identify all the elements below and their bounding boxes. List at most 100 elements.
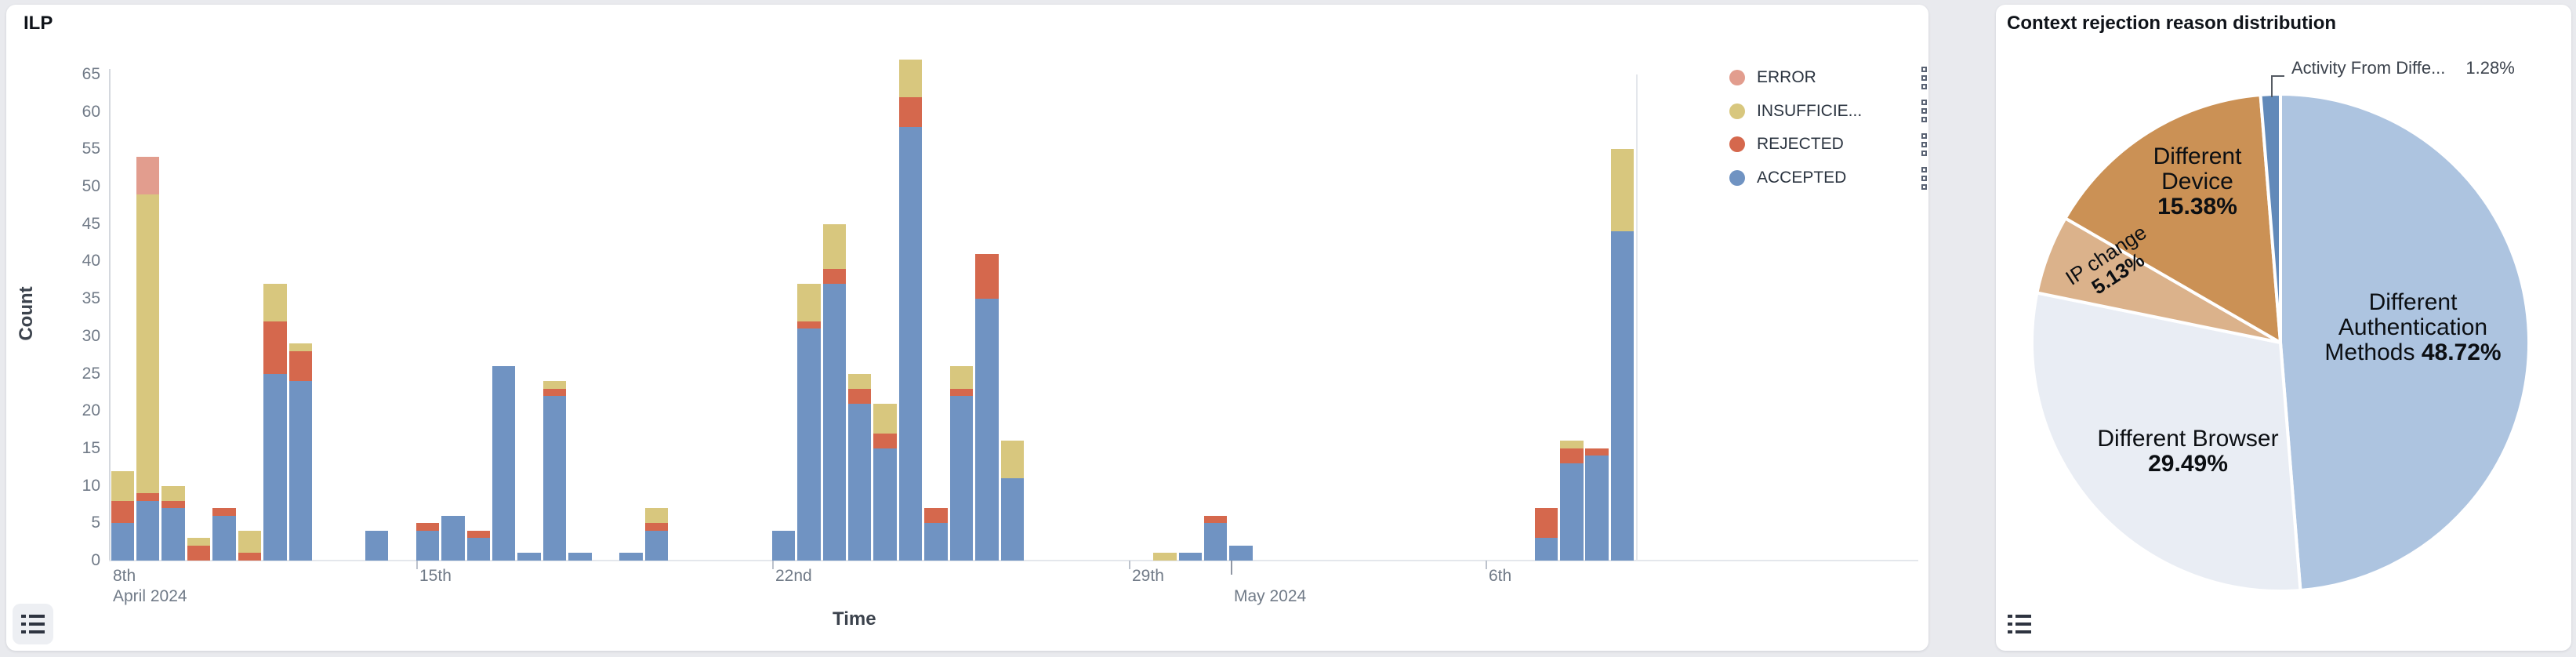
bar-segment-accepted[interactable] bbox=[111, 523, 134, 561]
bar-segment-accepted[interactable] bbox=[492, 366, 516, 561]
bar-segment-accepted[interactable] bbox=[1000, 478, 1025, 561]
bar-segment-rejected[interactable] bbox=[644, 523, 669, 531]
legend-item-insufficie[interactable]: INSUFFICIE... bbox=[1729, 96, 1927, 127]
bar-segment-accepted[interactable] bbox=[1610, 231, 1634, 561]
stacked-bar[interactable] bbox=[263, 284, 287, 561]
bar-segment-accepted[interactable] bbox=[517, 553, 541, 561]
pie-slice-different-authentication-methods[interactable] bbox=[2279, 93, 2531, 592]
bar-segment-insufficie[interactable] bbox=[288, 343, 312, 351]
stacked-bar[interactable] bbox=[1203, 515, 1228, 561]
bar-segment-insufficie[interactable] bbox=[873, 403, 897, 434]
bar-segment-rejected[interactable] bbox=[822, 269, 847, 285]
stacked-bar[interactable] bbox=[771, 530, 796, 561]
stacked-bar[interactable] bbox=[1229, 545, 1253, 561]
bar-segment-rejected[interactable] bbox=[1560, 448, 1584, 463]
bar-segment-error[interactable] bbox=[136, 156, 160, 194]
bar-segment-insufficie[interactable] bbox=[1560, 441, 1584, 448]
legend-item-rejected[interactable]: REJECTED bbox=[1729, 129, 1927, 160]
bar-segment-accepted[interactable] bbox=[949, 396, 974, 561]
bar-segment-accepted[interactable] bbox=[873, 448, 897, 561]
legend-item-menu-icon[interactable] bbox=[1921, 66, 1927, 89]
bar-segment-rejected[interactable] bbox=[238, 553, 262, 561]
bar-segment-accepted[interactable] bbox=[136, 500, 160, 561]
bar-segment-accepted[interactable] bbox=[1178, 553, 1203, 561]
stacked-bar[interactable] bbox=[1585, 448, 1609, 561]
bar-segment-insufficie[interactable] bbox=[187, 538, 211, 546]
stacked-bar[interactable] bbox=[1000, 441, 1025, 561]
stacked-bar[interactable] bbox=[1610, 149, 1634, 561]
stacked-bar[interactable] bbox=[288, 343, 312, 561]
stacked-bar[interactable] bbox=[568, 553, 592, 561]
legend-item-menu-icon[interactable] bbox=[1921, 100, 1927, 123]
bar-segment-insufficie[interactable] bbox=[111, 470, 134, 501]
bar-segment-accepted[interactable] bbox=[161, 508, 185, 561]
bar-segment-accepted[interactable] bbox=[568, 553, 592, 561]
bar-segment-accepted[interactable] bbox=[771, 530, 796, 561]
bar-segment-rejected[interactable] bbox=[136, 493, 160, 501]
stacked-bar[interactable] bbox=[898, 59, 923, 561]
stacked-bar[interactable] bbox=[1178, 553, 1203, 561]
bar-segment-accepted[interactable] bbox=[1534, 538, 1558, 561]
stacked-bar[interactable] bbox=[238, 530, 262, 561]
bar-segment-accepted[interactable] bbox=[415, 530, 440, 561]
stacked-bar[interactable] bbox=[797, 284, 821, 561]
stacked-bar[interactable] bbox=[365, 530, 389, 561]
stacked-bar[interactable] bbox=[822, 223, 847, 561]
bar-segment-insufficie[interactable] bbox=[797, 284, 821, 321]
stacked-bar[interactable] bbox=[542, 381, 567, 561]
stacked-bar[interactable] bbox=[517, 553, 541, 561]
stacked-bar[interactable] bbox=[847, 373, 872, 561]
bar-segment-rejected[interactable] bbox=[949, 388, 974, 397]
stacked-bar[interactable] bbox=[466, 530, 491, 561]
bar-segment-insufficie[interactable] bbox=[161, 485, 185, 501]
legend-item-menu-icon[interactable] bbox=[1921, 166, 1927, 190]
bar-segment-accepted[interactable] bbox=[847, 403, 872, 561]
bar-segment-accepted[interactable] bbox=[1229, 545, 1253, 561]
bar-segment-rejected[interactable] bbox=[288, 350, 312, 382]
bar-segment-rejected[interactable] bbox=[111, 500, 134, 524]
bar-segment-rejected[interactable] bbox=[542, 388, 567, 397]
bar-segment-insufficie[interactable] bbox=[263, 284, 287, 321]
stacked-bar[interactable] bbox=[873, 403, 897, 561]
bar-segment-insufficie[interactable] bbox=[1610, 149, 1634, 232]
pie-slice-activity-from-diffe-[interactable] bbox=[2259, 92, 2282, 344]
bar-segment-accepted[interactable] bbox=[797, 328, 821, 561]
bar-segment-accepted[interactable] bbox=[441, 515, 465, 561]
bar-segment-insufficie[interactable] bbox=[644, 508, 669, 524]
bar-segment-rejected[interactable] bbox=[212, 508, 236, 516]
stacked-bar[interactable] bbox=[111, 470, 134, 561]
legend-toggle-button[interactable] bbox=[13, 604, 53, 644]
bar-segment-insufficie[interactable] bbox=[1153, 553, 1177, 561]
bar-segment-accepted[interactable] bbox=[1203, 523, 1228, 561]
stacked-bar[interactable] bbox=[975, 253, 999, 561]
bar-segment-rejected[interactable] bbox=[415, 523, 440, 531]
bar-segment-rejected[interactable] bbox=[161, 500, 185, 509]
bar-segment-rejected[interactable] bbox=[898, 96, 923, 127]
bar-segment-rejected[interactable] bbox=[466, 530, 491, 539]
bar-segment-rejected[interactable] bbox=[797, 321, 821, 329]
bar-segment-insufficie[interactable] bbox=[822, 223, 847, 270]
stacked-bar[interactable] bbox=[492, 366, 516, 561]
bar-segment-insufficie[interactable] bbox=[847, 373, 872, 389]
bar-segment-rejected[interactable] bbox=[1534, 508, 1558, 539]
bar-segment-accepted[interactable] bbox=[924, 523, 948, 561]
stacked-bar[interactable] bbox=[1153, 553, 1177, 561]
bar-segment-accepted[interactable] bbox=[466, 538, 491, 561]
bar-segment-insufficie[interactable] bbox=[542, 381, 567, 389]
bar-segment-accepted[interactable] bbox=[1560, 463, 1584, 561]
stacked-bar[interactable] bbox=[644, 508, 669, 561]
bar-segment-accepted[interactable] bbox=[263, 373, 287, 561]
bar-segment-accepted[interactable] bbox=[898, 126, 923, 561]
bar-segment-rejected[interactable] bbox=[1203, 515, 1228, 524]
bar-segment-insufficie[interactable] bbox=[238, 530, 262, 554]
bar-segment-accepted[interactable] bbox=[288, 381, 312, 561]
bar-segment-rejected[interactable] bbox=[187, 545, 211, 561]
stacked-bar[interactable] bbox=[136, 156, 160, 561]
bar-segment-accepted[interactable] bbox=[212, 515, 236, 561]
bar-segment-accepted[interactable] bbox=[822, 284, 847, 561]
stacked-bar[interactable] bbox=[924, 508, 948, 561]
bar-segment-insufficie[interactable] bbox=[949, 366, 974, 389]
stacked-bar[interactable] bbox=[619, 553, 643, 561]
bar-segment-rejected[interactable] bbox=[847, 388, 872, 404]
stacked-bar[interactable] bbox=[161, 485, 185, 561]
